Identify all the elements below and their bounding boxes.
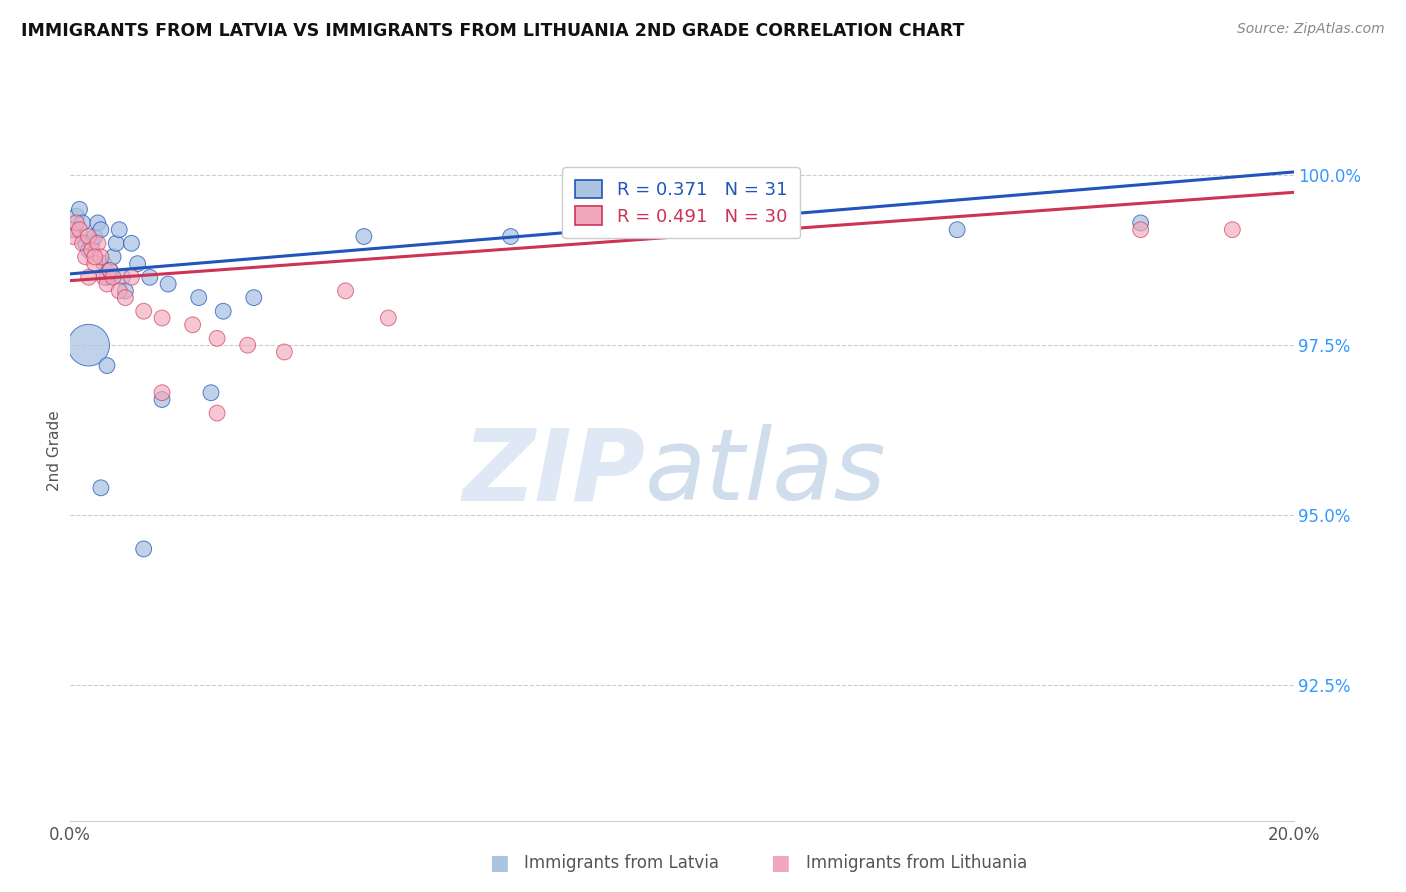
Point [98, 263, 121, 277]
Point [90, 481, 112, 495]
Point [87, 216, 110, 230]
Point [75, 250, 97, 264]
Point [62, 223, 84, 237]
Point [93, 270, 115, 285]
Text: ■: ■ [489, 854, 509, 873]
Point [77, 229, 100, 244]
Text: atlas: atlas [645, 425, 887, 521]
Point [181, 318, 204, 332]
Point [65, 216, 87, 230]
Point [62, 229, 84, 244]
Point [90, 250, 112, 264]
Point [96, 359, 118, 373]
Point [205, 406, 228, 420]
Point [69, 223, 91, 237]
Point [683, 216, 706, 230]
Text: Source: ZipAtlas.com: Source: ZipAtlas.com [1237, 22, 1385, 37]
Point [205, 331, 228, 345]
Point [101, 250, 124, 264]
Point [72, 236, 94, 251]
Point [77, 243, 100, 257]
Point [111, 270, 134, 285]
Point [132, 541, 155, 556]
Point [108, 284, 131, 298]
Point [80, 236, 103, 251]
Point [946, 223, 969, 237]
Point [139, 270, 162, 285]
Point [108, 223, 131, 237]
Point [72, 216, 94, 230]
Point [98, 263, 121, 277]
Text: Immigrants from Lithuania: Immigrants from Lithuania [806, 855, 1026, 872]
Point [499, 229, 522, 244]
Point [96, 277, 118, 291]
Point [83, 229, 105, 244]
Point [150, 392, 173, 407]
Point [101, 270, 124, 285]
Point [77, 338, 100, 352]
Text: ZIP: ZIP [463, 425, 645, 521]
Point [114, 291, 136, 305]
Point [121, 236, 143, 251]
Point [77, 270, 100, 285]
Point [200, 385, 222, 400]
Point [1129, 216, 1152, 230]
Point [236, 338, 259, 352]
Text: IMMIGRANTS FROM LATVIA VS IMMIGRANTS FROM LITHUANIA 2ND GRADE CORRELATION CHART: IMMIGRANTS FROM LATVIA VS IMMIGRANTS FRO… [21, 22, 965, 40]
Point [83, 250, 105, 264]
Point [114, 284, 136, 298]
Point [243, 291, 266, 305]
Legend: R = 0.371   N = 31, R = 0.491   N = 30: R = 0.371 N = 31, R = 0.491 N = 30 [562, 167, 800, 238]
Point [132, 304, 155, 318]
Point [75, 236, 97, 251]
Point [353, 229, 375, 244]
Text: Immigrants from Latvia: Immigrants from Latvia [524, 855, 720, 872]
Point [127, 257, 149, 271]
Point [1129, 223, 1152, 237]
Point [1220, 223, 1243, 237]
Point [105, 236, 128, 251]
Point [96, 270, 118, 285]
Point [83, 257, 105, 271]
Point [720, 223, 742, 237]
Point [273, 345, 295, 359]
Text: ■: ■ [770, 854, 790, 873]
Point [150, 385, 173, 400]
Point [377, 311, 399, 326]
Point [121, 270, 143, 285]
Point [187, 291, 209, 305]
Point [212, 304, 235, 318]
Point [69, 202, 91, 217]
Point [65, 209, 87, 223]
Point [90, 223, 112, 237]
Point [80, 243, 103, 257]
Point [335, 284, 357, 298]
Point [150, 311, 173, 326]
Point [157, 277, 180, 291]
Point [87, 236, 110, 251]
Y-axis label: 2nd Grade: 2nd Grade [46, 410, 62, 491]
Point [93, 257, 115, 271]
